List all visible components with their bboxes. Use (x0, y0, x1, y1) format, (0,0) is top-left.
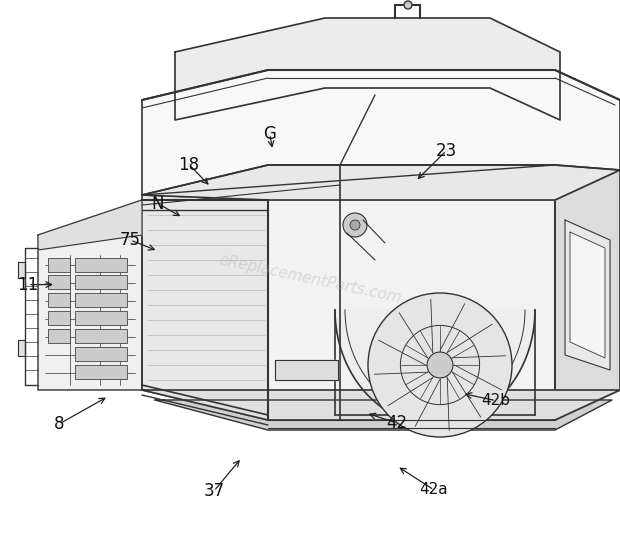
Polygon shape (155, 400, 612, 430)
Text: 18: 18 (179, 156, 200, 174)
Circle shape (343, 213, 367, 237)
Polygon shape (565, 220, 610, 370)
Polygon shape (335, 310, 535, 425)
Text: G: G (264, 125, 276, 143)
Bar (48, 293, 70, 307)
Polygon shape (142, 165, 620, 200)
Bar (48, 329, 70, 343)
Text: 11: 11 (17, 276, 38, 294)
Bar (75, 365, 127, 379)
Bar (75, 329, 127, 343)
Bar (75, 347, 127, 361)
Text: N: N (152, 195, 164, 213)
Bar (75, 293, 127, 307)
Polygon shape (38, 200, 142, 390)
Text: 37: 37 (203, 482, 224, 500)
Polygon shape (18, 262, 25, 278)
Polygon shape (268, 200, 555, 420)
Polygon shape (555, 170, 620, 420)
Text: 42b: 42b (482, 393, 510, 408)
Bar (75, 311, 127, 325)
Circle shape (427, 352, 453, 378)
Bar (75, 275, 127, 289)
Circle shape (404, 1, 412, 9)
Bar (48, 258, 70, 272)
Polygon shape (38, 200, 142, 250)
Text: 75: 75 (120, 231, 141, 249)
Bar (48, 275, 70, 289)
Polygon shape (142, 390, 620, 420)
Polygon shape (18, 340, 25, 356)
Text: 42a: 42a (420, 483, 448, 497)
Circle shape (368, 293, 512, 437)
Text: 8: 8 (54, 415, 64, 433)
Polygon shape (570, 232, 605, 358)
Polygon shape (142, 195, 268, 420)
Text: 23: 23 (436, 142, 457, 160)
Bar (75, 258, 127, 272)
Text: eReplacementParts.com: eReplacementParts.com (217, 252, 403, 306)
Polygon shape (175, 18, 560, 120)
Bar (48, 311, 70, 325)
Circle shape (350, 220, 360, 230)
Polygon shape (142, 70, 620, 195)
Polygon shape (275, 360, 338, 380)
Text: 42: 42 (386, 414, 407, 432)
